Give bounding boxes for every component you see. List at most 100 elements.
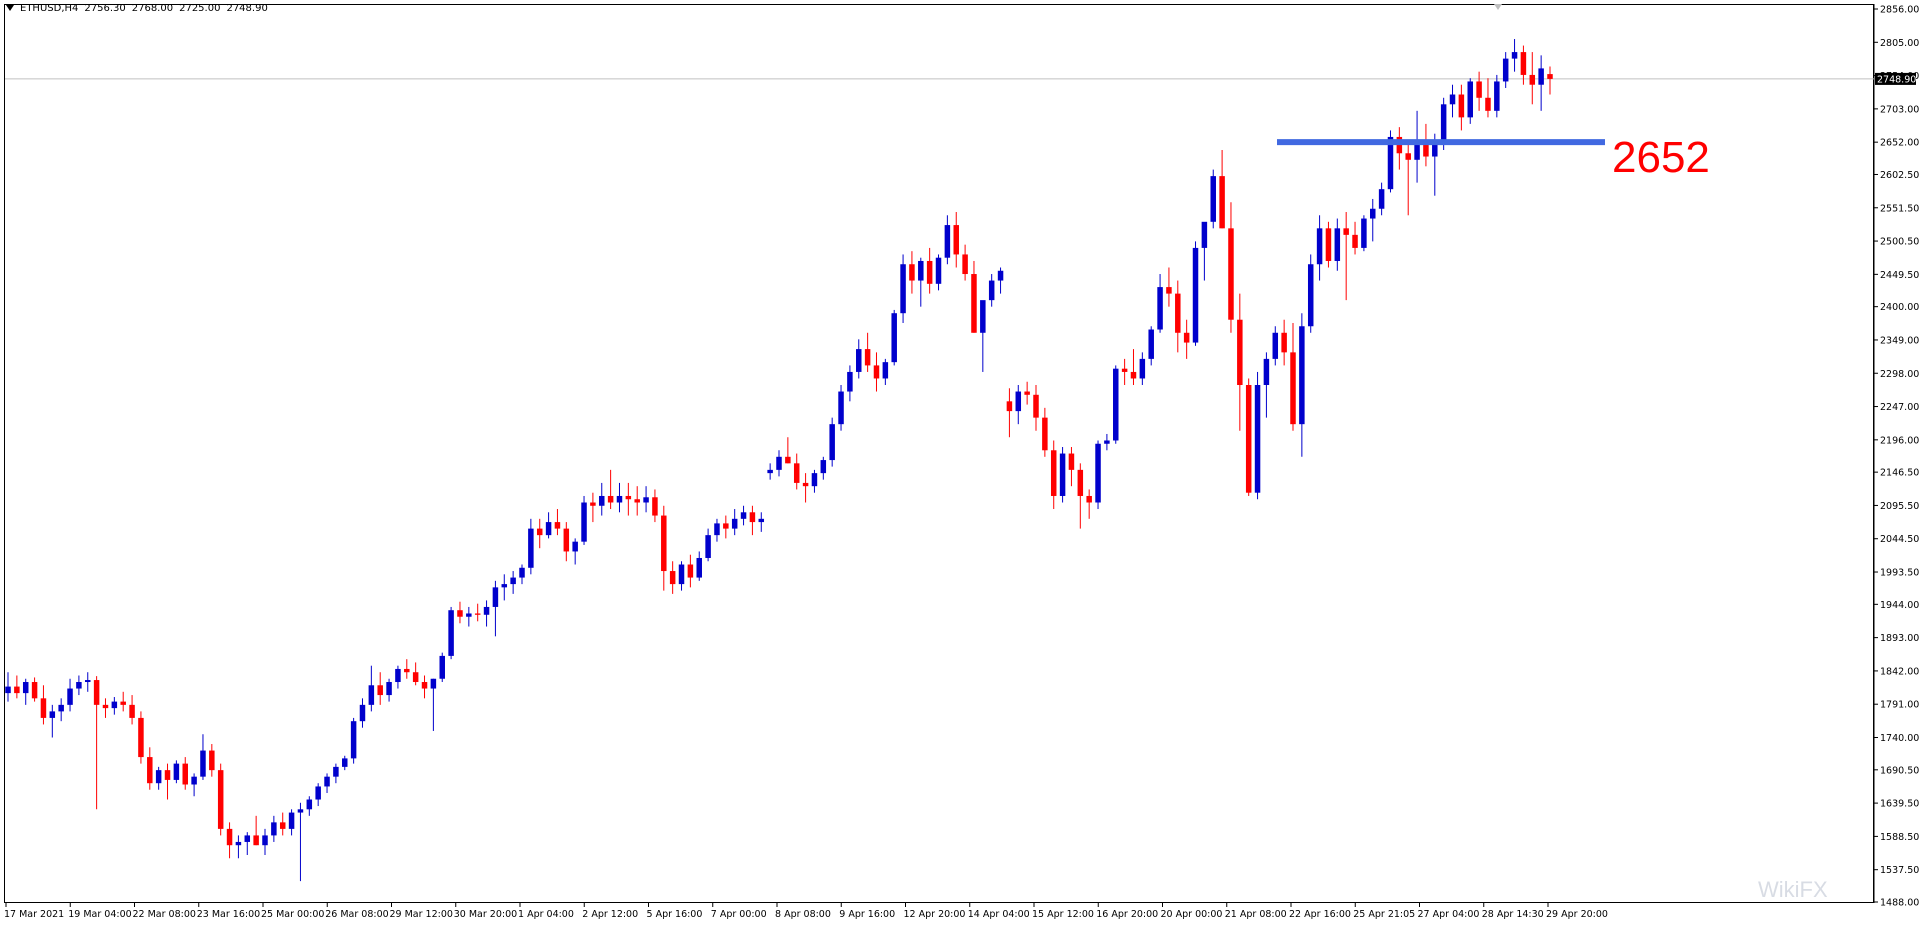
candle-body: [1183, 332, 1190, 343]
candle-body: [1334, 228, 1341, 261]
candle-body: [997, 270, 1004, 281]
candle-body: [1432, 143, 1438, 157]
candle-body: [802, 482, 809, 487]
candle-body: [1520, 52, 1527, 75]
candle-body: [368, 685, 375, 705]
price-tick-label: 2400.00: [1880, 302, 1919, 313]
candle-body: [811, 473, 818, 487]
candle-body: [1281, 332, 1287, 353]
candle-body: [1352, 234, 1358, 248]
time-tick-label: 5 Apr 16:00: [647, 909, 703, 920]
close-value: 2748.90: [226, 3, 268, 14]
candle-body: [404, 668, 410, 673]
candle-body: [891, 313, 897, 363]
open-value: 2756.30: [84, 3, 126, 14]
price-tick-label: 2349.00: [1880, 335, 1919, 346]
time-tick-label: 8 Apr 08:00: [775, 909, 831, 920]
candle-body: [652, 497, 658, 516]
candle-body: [705, 535, 711, 558]
candle-body: [864, 349, 871, 366]
candle-body: [661, 515, 667, 572]
candle-body: [1538, 68, 1544, 85]
candle-body: [971, 274, 977, 333]
price-tick-label: 1791.00: [1880, 700, 1919, 711]
candle-body: [1148, 329, 1154, 359]
candle-body: [350, 721, 357, 759]
candle-body: [271, 822, 277, 836]
price-tick-label: 2449.50: [1880, 270, 1919, 281]
time-scale: 17 Mar 2021 19 Mar 04:00 22 Mar 08:00 23 Ma…: [4, 903, 1608, 920]
candle-body: [155, 770, 162, 784]
price-tick-label: 1588.50: [1880, 832, 1919, 843]
candle-body: [1166, 287, 1172, 294]
candle-body: [58, 704, 64, 712]
candle-body: [1095, 443, 1101, 503]
candle-body: [457, 610, 463, 617]
time-tick-label: 22 Apr 16:00: [1289, 909, 1351, 920]
candle-body: [767, 469, 773, 474]
candle-body: [1467, 81, 1473, 118]
candle-body: [873, 365, 880, 379]
price-tick-label: 2298.00: [1880, 369, 1919, 380]
candle-body: [838, 391, 844, 425]
candle-body: [536, 528, 543, 536]
candle-body: [1325, 228, 1332, 261]
time-tick-label: 26 Mar 08:00: [325, 909, 388, 920]
candle-body: [944, 225, 951, 258]
candle-body: [1050, 450, 1057, 496]
price-tick-label: 2500.50: [1880, 237, 1919, 248]
candle-body: [678, 564, 685, 585]
price-tick-label: 2805.00: [1880, 38, 1919, 49]
time-tick-label: 22 Mar 08:00: [133, 909, 196, 920]
candle-body: [279, 822, 286, 829]
candle-body: [1378, 189, 1385, 209]
candle-body: [1210, 176, 1216, 222]
time-tick-label: 17 Mar 2021: [4, 909, 64, 920]
candle-body: [687, 564, 694, 578]
candle-body: [5, 686, 11, 694]
watermark-logo: WikiFX: [1758, 877, 1828, 902]
candle-body: [758, 518, 765, 523]
candle-body: [1476, 81, 1482, 98]
candle-body: [1237, 319, 1243, 385]
candle-body: [1042, 417, 1048, 451]
candle-body: [386, 682, 392, 696]
candle-body: [643, 497, 649, 503]
candle-body: [85, 680, 91, 683]
candle-body: [40, 698, 47, 718]
chart-info-bar: ETHUSD,H4 2756.30 2768.00 2725.00 2748.90: [6, 3, 274, 14]
candle-body: [572, 541, 578, 552]
candle-body: [1192, 247, 1199, 343]
candle-body: [1529, 74, 1536, 85]
candle-body: [244, 835, 251, 842]
price-tick-label: 2247.00: [1880, 402, 1919, 413]
time-tick-label: 20 Apr 00:00: [1161, 909, 1223, 920]
candle-body: [1059, 453, 1066, 496]
price-tick-label: 2703.00: [1880, 104, 1919, 115]
candle-body: [926, 260, 933, 284]
candle-body: [935, 257, 942, 284]
shift-marker-icon[interactable]: [1494, 4, 1502, 10]
price-tag-box: [1875, 72, 1916, 85]
candle-body: [510, 577, 516, 585]
price-tick-label: 1537.50: [1880, 865, 1919, 876]
price-tick-label: 1639.50: [1880, 799, 1919, 810]
dropdown-triangle-icon[interactable]: [6, 5, 14, 11]
candle-body: [669, 571, 676, 585]
candle-body: [209, 750, 215, 771]
time-tick-label: 7 Apr 00:00: [711, 909, 767, 920]
candle-body: [1130, 371, 1137, 379]
candle-body: [1547, 74, 1553, 79]
candle-body: [226, 828, 233, 846]
candle-body: [581, 502, 587, 542]
candle-body: [421, 682, 428, 689]
candle-body: [1485, 97, 1491, 111]
level-label: 2652: [1612, 133, 1710, 182]
candle-body: [492, 587, 499, 607]
candle-body: [563, 528, 570, 552]
candle-body: [1414, 140, 1420, 160]
candle-body: [1175, 293, 1181, 333]
price-tick-label: 1993.50: [1880, 568, 1919, 579]
